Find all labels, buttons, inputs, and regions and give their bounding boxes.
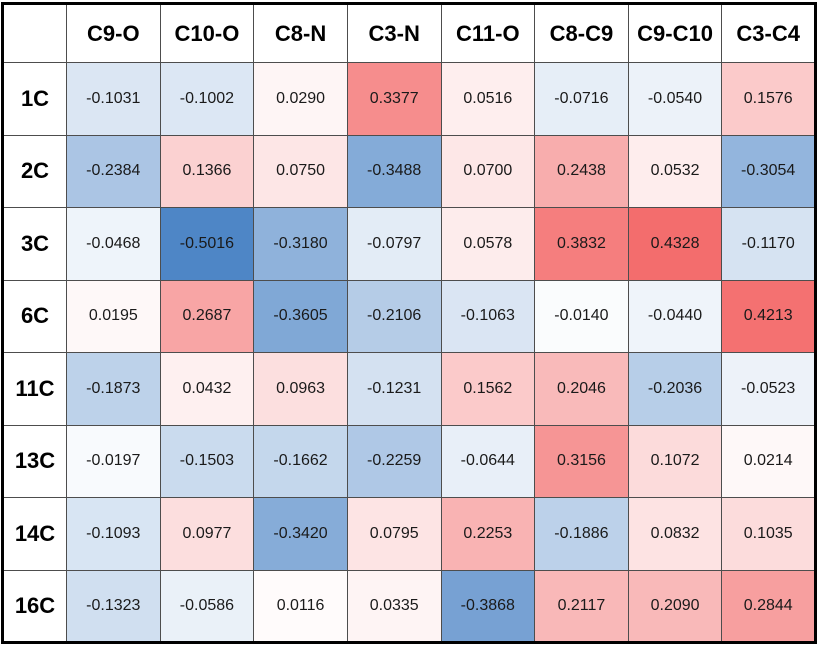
heatmap-cell: 0.1366 <box>159 134 255 208</box>
heatmap-cell: -0.1231 <box>346 352 442 426</box>
heatmap-cell: 0.2046 <box>534 352 629 426</box>
table-row: 13C -0.0197 -0.1503 -0.1662 -0.2259 -0.0644 0.… <box>2 424 816 498</box>
heatmap-cell: 0.0578 <box>440 207 536 281</box>
heatmap-cell: -0.1503 <box>159 424 255 498</box>
row-label: 2C <box>2 134 67 208</box>
column-header: C11-O <box>440 3 536 63</box>
heatmap-cell: 0.1072 <box>627 424 723 498</box>
heatmap-cell: -0.1323 <box>66 569 161 643</box>
column-header: C10-O <box>159 3 255 63</box>
table-row: 6C 0.0195 0.2687 -0.3605 -0.2106 -0.1063 -0.01… <box>2 279 816 353</box>
heatmap-cell: -0.1886 <box>534 497 629 571</box>
heatmap-cell: -0.3488 <box>346 134 442 208</box>
heatmap-cell: 0.1576 <box>721 62 816 136</box>
heatmap-cell: 0.4213 <box>721 279 816 353</box>
heatmap-cell: -0.2259 <box>346 424 442 498</box>
heatmap-cell: 0.0795 <box>346 497 442 571</box>
heatmap-cell: -0.2036 <box>627 352 723 426</box>
heatmap-cell: 0.0700 <box>440 134 536 208</box>
column-header: C8-C9 <box>534 3 629 63</box>
heatmap-cell: -0.0644 <box>440 424 536 498</box>
heatmap-cell: -0.0140 <box>534 279 629 353</box>
heatmap-cell: 0.0116 <box>253 569 348 643</box>
heatmap-cell: 0.0290 <box>253 62 348 136</box>
heatmap-cell: -0.0540 <box>627 62 723 136</box>
heatmap-cell: 0.0432 <box>159 352 255 426</box>
heatmap-cell: 0.3156 <box>534 424 629 498</box>
heatmap-cell: -0.3605 <box>253 279 348 353</box>
table-row: 16C -0.1323 -0.0586 0.0116 0.0335 -0.3868 0.21… <box>2 569 816 643</box>
heatmap-cell: -0.0523 <box>721 352 816 426</box>
heatmap-cell: -0.2106 <box>346 279 442 353</box>
table-head: C9-O C10-O C8-N C3-N C11-O C8-C9 C9-C10 C3-C4 <box>2 3 816 63</box>
heatmap-cell: 0.0977 <box>159 497 255 571</box>
heatmap-cell: 0.0516 <box>440 62 536 136</box>
table-row: 1C -0.1031 -0.1002 0.0290 0.3377 0.0516 -0.071… <box>2 62 816 136</box>
heatmap-cell: 0.0335 <box>346 569 442 643</box>
heatmap-cell: -0.1170 <box>721 207 816 281</box>
heatmap-cell: -0.0197 <box>66 424 161 498</box>
heatmap-cell: 0.2253 <box>440 497 536 571</box>
heatmap-cell: 0.0195 <box>66 279 161 353</box>
heatmap-cell: 0.0832 <box>627 497 723 571</box>
column-header: C3-N <box>346 3 442 63</box>
heatmap-cell: 0.2090 <box>627 569 723 643</box>
heatmap-cell: -0.3180 <box>253 207 348 281</box>
row-label: 14C <box>2 497 67 571</box>
heatmap-cell: 0.2117 <box>534 569 629 643</box>
heatmap-cell: 0.0750 <box>253 134 348 208</box>
table-row: 14C -0.1093 0.0977 -0.3420 0.0795 0.2253 -0.18… <box>2 497 816 571</box>
heatmap-cell: 0.0214 <box>721 424 816 498</box>
column-header: C8-N <box>253 3 348 63</box>
heatmap-cell: 0.0963 <box>253 352 348 426</box>
column-header: C9-O <box>66 3 161 63</box>
heatmap-cell: -0.0586 <box>159 569 255 643</box>
heatmap-cell: -0.1063 <box>440 279 536 353</box>
heatmap-cell: 0.2844 <box>721 569 816 643</box>
heatmap-cell: -0.0468 <box>66 207 161 281</box>
column-header: C9-C10 <box>627 3 723 63</box>
heatmap-cell: -0.0716 <box>534 62 629 136</box>
row-label: 16C <box>2 569 67 643</box>
table-row: 11C -0.1873 0.0432 0.0963 -0.1231 0.1562 0.204… <box>2 352 816 426</box>
heatmap-cell: 0.3377 <box>346 62 442 136</box>
heatmap-cell: -0.5016 <box>159 207 255 281</box>
corner-cell <box>2 3 67 63</box>
heatmap-cell: -0.0440 <box>627 279 723 353</box>
table-row: 2C -0.2384 0.1366 0.0750 -0.3488 0.0700 0.2438… <box>2 134 816 208</box>
heatmap-cell: 0.2687 <box>159 279 255 353</box>
table-body: 1C -0.1031 -0.1002 0.0290 0.3377 0.0516 -0.071… <box>2 62 816 643</box>
heatmap-cell: 0.1035 <box>721 497 816 571</box>
heatmap-cell: 0.0532 <box>627 134 723 208</box>
heatmap-cell: -0.3868 <box>440 569 536 643</box>
heatmap-cell: -0.1002 <box>159 62 255 136</box>
row-label: 11C <box>2 352 67 426</box>
header-row: C9-O C10-O C8-N C3-N C11-O C8-C9 C9-C10 C3-C4 <box>2 3 816 63</box>
column-header: C3-C4 <box>721 3 816 63</box>
heatmap-cell: -0.1873 <box>66 352 161 426</box>
heatmap-cell: -0.1093 <box>66 497 161 571</box>
table-row: 3C -0.0468 -0.5016 -0.3180 -0.0797 0.0578 0.38… <box>2 207 816 281</box>
heatmap-cell: -0.0797 <box>346 207 442 281</box>
row-label: 6C <box>2 279 67 353</box>
heatmap-cell: 0.4328 <box>627 207 723 281</box>
heatmap-cell: -0.1031 <box>66 62 161 136</box>
row-label: 13C <box>2 424 67 498</box>
heatmap-cell: 0.3832 <box>534 207 629 281</box>
row-label: 1C <box>2 62 67 136</box>
heatmap-cell: -0.3420 <box>253 497 348 571</box>
heatmap-cell: 0.1562 <box>440 352 536 426</box>
heatmap-cell: -0.1662 <box>253 424 348 498</box>
heatmap-cell: -0.3054 <box>721 134 816 208</box>
row-label: 3C <box>2 207 67 281</box>
heatmap-cell: 0.2438 <box>534 134 629 208</box>
heatmap-cell: -0.2384 <box>66 134 161 208</box>
